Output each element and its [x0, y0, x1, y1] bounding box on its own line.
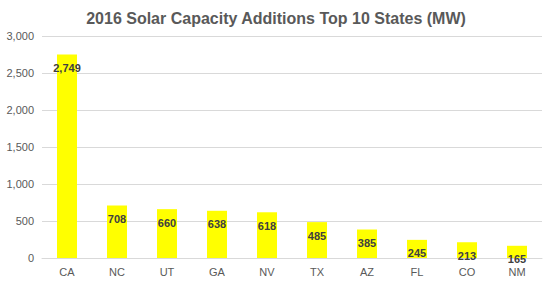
svg-text:2,500: 2,500: [6, 67, 34, 79]
svg-text:TX: TX: [310, 266, 325, 278]
svg-text:NC: NC: [109, 266, 125, 278]
svg-text:FL: FL: [411, 266, 424, 278]
svg-text:CO: CO: [459, 266, 476, 278]
svg-text:385: 385: [358, 237, 376, 249]
svg-text:2,000: 2,000: [6, 104, 34, 116]
svg-text:3,000: 3,000: [6, 30, 34, 42]
svg-text:AZ: AZ: [360, 266, 374, 278]
svg-text:708: 708: [108, 213, 126, 225]
svg-text:NV: NV: [259, 266, 275, 278]
svg-text:638: 638: [208, 218, 226, 230]
svg-text:UT: UT: [160, 266, 175, 278]
svg-text:2016 Solar Capacity Additions: 2016 Solar Capacity Additions Top 10 Sta…: [86, 10, 466, 27]
svg-text:500: 500: [16, 215, 34, 227]
svg-text:618: 618: [258, 220, 276, 232]
svg-text:NM: NM: [508, 266, 525, 278]
svg-text:245: 245: [408, 247, 426, 259]
svg-text:2,749: 2,749: [53, 62, 81, 74]
svg-text:213: 213: [458, 250, 476, 262]
svg-text:1,500: 1,500: [6, 141, 34, 153]
svg-text:CA: CA: [59, 266, 75, 278]
svg-text:165: 165: [508, 253, 526, 265]
svg-text:GA: GA: [209, 266, 226, 278]
svg-text:485: 485: [308, 230, 326, 242]
svg-text:0: 0: [28, 252, 34, 264]
svg-text:1,000: 1,000: [6, 178, 34, 190]
svg-text:660: 660: [158, 217, 176, 229]
